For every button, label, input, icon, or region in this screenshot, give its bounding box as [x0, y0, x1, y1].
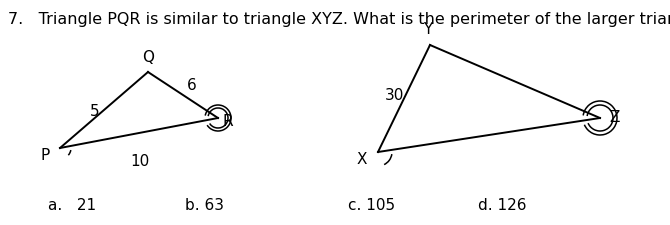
- Text: R: R: [222, 115, 233, 130]
- Text: 5: 5: [90, 104, 100, 119]
- Text: d. 126: d. 126: [478, 198, 527, 213]
- Text: c. 105: c. 105: [348, 198, 395, 213]
- Text: Q: Q: [142, 50, 154, 65]
- Text: 30: 30: [385, 88, 405, 103]
- Text: 7.   Triangle PQR is similar to triangle XYZ. What is the perimeter of the large: 7. Triangle PQR is similar to triangle X…: [8, 12, 670, 27]
- Text: b. 63: b. 63: [185, 198, 224, 213]
- Text: 6: 6: [187, 77, 197, 92]
- Text: 10: 10: [131, 155, 149, 169]
- Text: P: P: [40, 148, 50, 162]
- Text: Z: Z: [610, 110, 620, 126]
- Text: a.   21: a. 21: [48, 198, 96, 213]
- Text: Y: Y: [423, 22, 433, 38]
- Text: X: X: [356, 153, 367, 167]
